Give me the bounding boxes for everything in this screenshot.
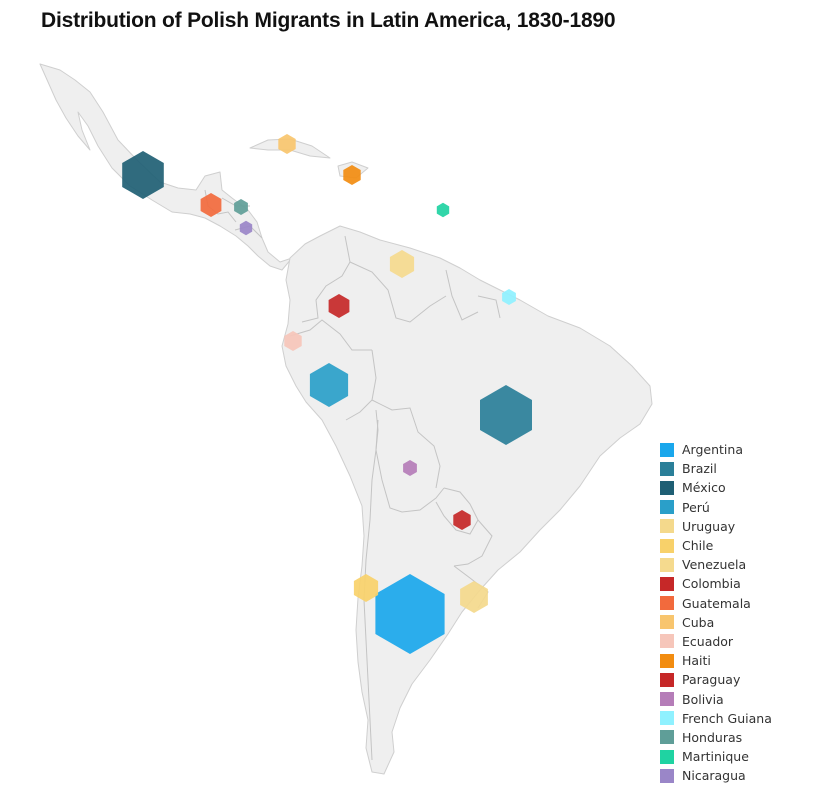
legend-label: Chile [682, 538, 714, 554]
marker-martinique[interactable] [436, 202, 450, 218]
legend-item-chile[interactable]: Chile [660, 536, 772, 555]
legend: Argentina Brazil México Perú Uruguay Chile Ven… [660, 440, 772, 785]
marker-chile[interactable] [353, 574, 379, 602]
legend-item-martinique[interactable]: Martinique [660, 747, 772, 766]
legend-label: Cuba [682, 614, 715, 630]
marker-argentina[interactable] [375, 574, 445, 654]
marker-paraguay[interactable] [453, 510, 471, 530]
legend-swatch [660, 596, 674, 611]
legend-item-colombia[interactable]: Colombia [660, 574, 772, 593]
mexico-central-america-landmass [39, 63, 293, 271]
legend-item-cuba[interactable]: Cuba [660, 613, 772, 632]
legend-swatch [660, 692, 674, 707]
border-line [477, 295, 501, 319]
legend-item-peru[interactable]: Perú [660, 498, 772, 517]
marker-bolivia[interactable] [403, 460, 417, 476]
map-title: Distribution of Polish Migrants in Latin… [41, 9, 616, 32]
migrant-markers [122, 134, 532, 654]
border-line [375, 419, 445, 513]
legend-item-nicaragua[interactable]: Nicaragua [660, 766, 772, 785]
legend-label: Honduras [682, 729, 743, 745]
legend-item-bolivia[interactable]: Bolivia [660, 689, 772, 708]
legend-item-argentina[interactable]: Argentina [660, 440, 772, 459]
legend-label: Nicaragua [682, 768, 746, 784]
legend-swatch [660, 480, 674, 495]
legend-swatch [660, 730, 674, 745]
marker-cuba[interactable] [278, 134, 296, 154]
legend-label: Haiti [682, 653, 711, 669]
legend-item-venezuela[interactable]: Venezuela [660, 555, 772, 574]
legend-swatch [660, 653, 674, 668]
marker-ecuador[interactable] [284, 331, 302, 351]
border-line [445, 269, 479, 321]
legend-label: Brazil [682, 461, 717, 477]
legend-item-french-guiana[interactable]: French Guiana [660, 709, 772, 728]
legend-item-ecuador[interactable]: Ecuador [660, 632, 772, 651]
border-line [371, 399, 441, 489]
legend-swatch [660, 711, 674, 726]
border-line [289, 319, 372, 351]
legend-swatch [660, 749, 674, 764]
marker-haiti[interactable] [343, 165, 361, 185]
legend-item-mexico[interactable]: México [660, 478, 772, 497]
legend-item-paraguay[interactable]: Paraguay [660, 670, 772, 689]
legend-swatch [660, 500, 674, 515]
legend-swatch [660, 538, 674, 553]
legend-swatch [660, 615, 674, 630]
legend-label: Guatemala [682, 595, 751, 611]
border-line [349, 261, 447, 323]
marker-honduras[interactable] [234, 199, 248, 215]
legend-item-guatemala[interactable]: Guatemala [660, 594, 772, 613]
legend-swatch [660, 442, 674, 457]
legend-item-uruguay[interactable]: Uruguay [660, 517, 772, 536]
legend-swatch [660, 634, 674, 649]
legend-label: Ecuador [682, 633, 734, 649]
border-line [435, 487, 479, 535]
marker-venezuela[interactable] [389, 250, 415, 278]
legend-item-brazil[interactable]: Brazil [660, 459, 772, 478]
marker-french-guiana[interactable] [502, 289, 516, 305]
legend-label: Perú [682, 499, 710, 515]
legend-label: Argentina [682, 442, 743, 458]
marker-peru[interactable] [309, 363, 349, 407]
legend-item-honduras[interactable]: Honduras [660, 728, 772, 747]
legend-swatch [660, 672, 674, 687]
legend-swatch [660, 768, 674, 783]
marker-uruguay[interactable] [460, 581, 488, 613]
legend-label: Bolivia [682, 691, 724, 707]
legend-label: Paraguay [682, 672, 741, 688]
legend-swatch [660, 519, 674, 534]
marker-nicaragua[interactable] [239, 220, 253, 236]
border-line [375, 409, 379, 451]
legend-label: México [682, 480, 726, 496]
legend-swatch [660, 576, 674, 591]
marker-guatemala[interactable] [200, 193, 222, 217]
legend-label: Uruguay [682, 518, 736, 534]
legend-swatch [660, 557, 674, 572]
legend-label: French Guiana [682, 710, 772, 726]
marker-mexico[interactable] [122, 151, 164, 199]
legend-label: Venezuela [682, 557, 747, 573]
legend-label: Martinique [682, 749, 749, 765]
marker-brazil[interactable] [480, 385, 532, 445]
legend-swatch [660, 461, 674, 476]
legend-item-haiti[interactable]: Haiti [660, 651, 772, 670]
legend-label: Colombia [682, 576, 741, 592]
marker-colombia[interactable] [328, 294, 350, 318]
border-line [453, 519, 493, 567]
